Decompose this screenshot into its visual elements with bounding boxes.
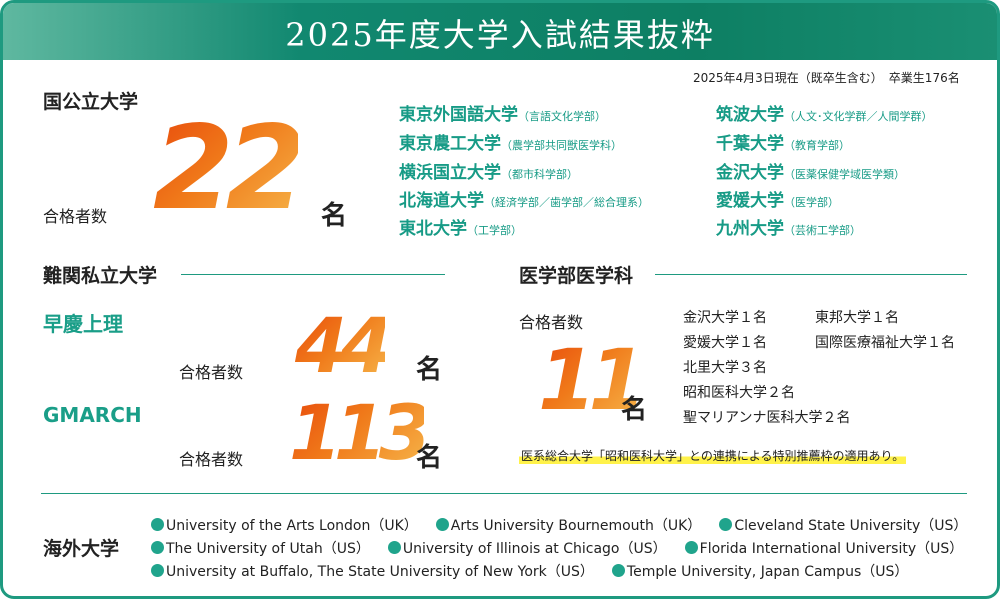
medical-item: 愛媛大学１名 <box>683 335 767 351</box>
soukei-jouri-count: 44 <box>295 301 393 390</box>
bullet-dot-icon <box>151 564 164 577</box>
bullet-dot-icon <box>719 518 733 531</box>
national-university: 筑波大学（人文･文化学群／人間学群） <box>716 105 933 125</box>
overseas-university: Florida International University（US） <box>684 541 963 557</box>
national-label: 合格者数 <box>43 207 108 226</box>
national-university: 金沢大学（医薬保健学域医学類） <box>716 163 905 183</box>
bullet-dot-icon <box>611 564 625 577</box>
gmarch-count: 113 <box>289 388 432 477</box>
medical-label: 合格者数 <box>519 313 584 332</box>
medical-item: 東邦大学１名 <box>815 310 899 326</box>
medical-unit: 名 <box>621 395 648 425</box>
medical-item: 聖マリアンナ医科大学２名 <box>683 410 851 426</box>
national-unit: 名 <box>321 201 348 231</box>
national-count: 22 <box>153 101 306 236</box>
overseas-row: University of the Arts London（UK） Arts Un… <box>151 515 985 535</box>
private-unit: 名 <box>416 355 443 385</box>
overseas-title: 海外大学 <box>43 538 120 560</box>
national-university: 横浜国立大学（都市科学部） <box>399 163 578 183</box>
national-university: 東京外国語大学（言語文化学部） <box>399 105 606 125</box>
medical-divider <box>655 274 967 275</box>
group-soukei-jouri: 早慶上理 <box>43 312 123 336</box>
overseas-university: University at Buffalo, The State Univers… <box>151 564 594 580</box>
national-university: 東京農工大学（農学部共同獣医学科） <box>399 134 622 154</box>
medical-title: 医学部医学科 <box>519 265 634 287</box>
national-university: 北海道大学（経済学部／歯学部／総合理系） <box>399 191 649 211</box>
bullet-dot-icon <box>151 541 164 554</box>
medical-item: 金沢大学１名 <box>683 310 767 326</box>
overseas-university: University of the Arts London（UK） <box>151 518 418 534</box>
overseas-university: Cleveland State University（US） <box>719 518 967 534</box>
overseas-divider <box>41 493 967 494</box>
bullet-dot-icon <box>387 541 401 554</box>
private-label: 合格者数 <box>179 450 244 469</box>
medical-item: 北里大学３名 <box>683 360 767 376</box>
overseas-university: Temple University, Japan Campus（US） <box>611 564 908 580</box>
national-title: 国公立大学 <box>43 91 139 113</box>
overseas-university: University of Illinois at Chicago（US） <box>387 541 667 557</box>
private-unit: 名 <box>416 443 443 473</box>
bullet-dot-icon <box>684 541 698 554</box>
header-banner: 2025年度大学入試結果抜粋 <box>3 3 997 60</box>
page-title: 2025年度大学入試結果抜粋 <box>285 16 715 54</box>
bullet-dot-icon <box>435 518 449 531</box>
private-title: 難関私立大学 <box>43 265 158 287</box>
medical-count: 11 <box>538 331 647 429</box>
medical-note: 医系総合大学「昭和医科大学」との連携による特別推薦枠の適用あり。 <box>519 447 907 464</box>
as-of-note: 2025年4月3日現在（既卒生含む） 卒業生176名 <box>693 71 960 85</box>
private-label: 合格者数 <box>179 363 244 382</box>
overseas-row: University at Buffalo, The State Univers… <box>151 561 926 581</box>
overseas-university: The University of Utah（US） <box>151 541 370 557</box>
national-university: 九州大学（芸術工学部） <box>716 219 861 239</box>
overseas-university: Arts University Bournemouth（UK） <box>435 518 701 534</box>
group-gmarch: GMARCH <box>43 403 142 427</box>
bullet-dot-icon <box>151 518 164 531</box>
medical-item: 国際医療福祉大学１名 <box>815 335 955 351</box>
national-university: 愛媛大学（医学部） <box>716 191 839 211</box>
overseas-row: The University of Utah（US） University of … <box>151 538 981 558</box>
medical-item: 昭和医科大学２名 <box>683 385 795 401</box>
private-divider <box>181 274 445 275</box>
national-university: 東北大学（工学部） <box>399 219 522 239</box>
national-university: 千葉大学（教育学部） <box>716 134 850 154</box>
